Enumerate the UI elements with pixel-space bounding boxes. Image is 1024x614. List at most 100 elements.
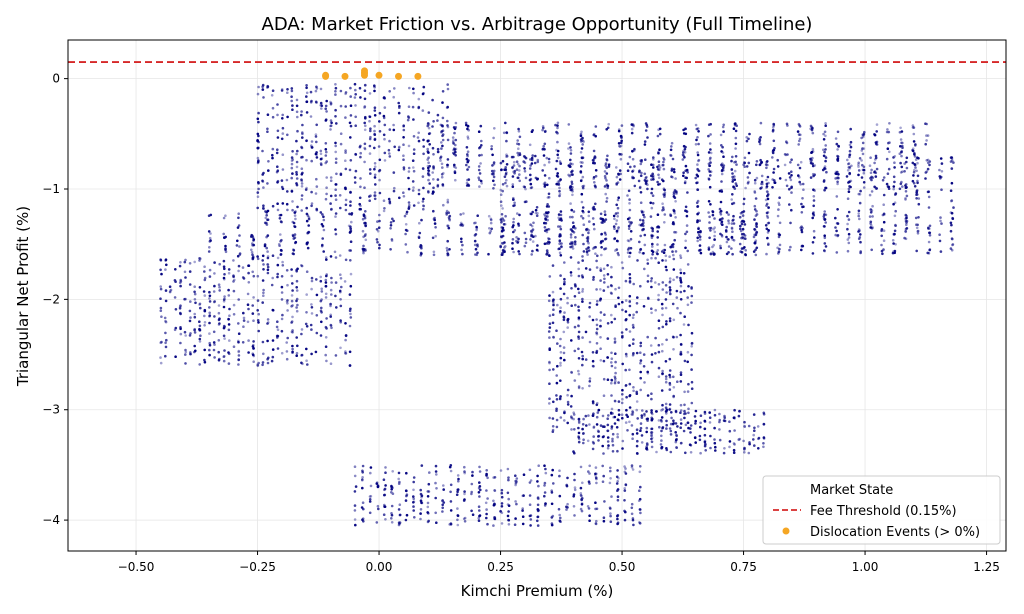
market-state-point: [262, 186, 265, 189]
market-state-point: [398, 145, 401, 149]
market-state-point: [790, 191, 793, 194]
market-state-point: [563, 261, 566, 264]
market-state-point: [223, 273, 226, 276]
market-state-point: [597, 435, 600, 438]
market-state-point: [566, 476, 569, 480]
market-state-point: [801, 182, 805, 186]
market-state-point: [500, 253, 504, 256]
market-state-point: [836, 180, 839, 184]
market-state-point: [250, 248, 253, 252]
market-state-point: [280, 298, 284, 301]
market-state-point: [765, 166, 768, 170]
market-state-point: [577, 417, 581, 421]
market-state-point: [899, 126, 902, 130]
market-state-point: [650, 434, 653, 438]
market-state-point: [610, 425, 614, 428]
market-state-point: [334, 215, 337, 218]
market-state-point: [348, 324, 352, 328]
market-state-point: [228, 314, 231, 318]
market-state-point: [720, 150, 723, 153]
market-state-point: [412, 148, 416, 151]
market-state-point: [665, 291, 668, 294]
market-state-point: [739, 224, 742, 228]
market-state-point: [563, 419, 566, 422]
market-state-point: [684, 451, 687, 455]
market-state-point: [662, 187, 666, 190]
market-state-point: [663, 193, 666, 196]
market-state-point: [354, 93, 358, 96]
market-state-point: [672, 278, 675, 282]
market-state-point: [256, 364, 260, 367]
market-state-point: [293, 236, 297, 239]
market-state-point: [295, 160, 299, 164]
market-state-point: [440, 131, 443, 134]
market-state-point: [512, 198, 515, 201]
market-state-point: [295, 279, 299, 283]
market-state-point: [882, 220, 886, 224]
market-state-point: [669, 422, 673, 426]
market-state-point: [237, 298, 240, 301]
market-state-point: [375, 228, 379, 231]
market-state-point: [179, 332, 183, 336]
market-state-point: [310, 276, 314, 280]
market-state-point: [684, 246, 687, 250]
market-state-point: [638, 508, 642, 511]
market-state-point: [419, 512, 422, 515]
market-state-point: [753, 429, 756, 433]
market-state-point: [412, 152, 416, 155]
market-state-point: [708, 164, 711, 168]
market-state-point: [493, 476, 497, 479]
market-state-point: [610, 313, 613, 317]
market-state-point: [310, 159, 314, 163]
market-state-point: [521, 522, 525, 526]
market-state-point: [279, 253, 283, 256]
market-state-point: [218, 357, 221, 361]
market-state-point: [671, 335, 675, 339]
market-state-point: [757, 437, 760, 441]
market-state-point: [711, 213, 715, 217]
market-state-point: [938, 168, 941, 172]
market-state-point: [339, 273, 342, 277]
market-state-point: [264, 216, 268, 220]
market-state-point: [505, 153, 508, 156]
market-state-point: [573, 379, 577, 382]
market-state-point: [334, 144, 338, 148]
market-state-point: [305, 86, 308, 90]
market-state-point: [436, 150, 440, 154]
market-state-point: [696, 212, 699, 216]
market-state-point: [329, 315, 333, 318]
market-state-point: [514, 517, 517, 520]
market-state-point: [641, 219, 645, 222]
market-state-point: [672, 395, 675, 399]
market-state-point: [183, 330, 187, 334]
market-state-point: [251, 244, 254, 247]
market-state-point: [324, 278, 328, 282]
market-state-point: [755, 246, 759, 250]
market-state-point: [591, 158, 595, 162]
market-state-point: [478, 481, 481, 484]
market-state-point: [914, 144, 917, 147]
market-state-point: [753, 208, 757, 211]
market-state-point: [626, 169, 630, 172]
market-state-point: [563, 311, 566, 314]
market-state-point: [824, 134, 827, 138]
market-state-point: [446, 124, 449, 127]
market-state-point: [353, 181, 357, 184]
market-state-point: [882, 213, 886, 216]
market-state-point: [580, 502, 584, 505]
market-state-point: [344, 149, 347, 152]
market-state-point: [594, 169, 598, 172]
market-state-point: [905, 186, 908, 189]
market-state-point: [463, 490, 466, 493]
market-state-point: [581, 175, 585, 179]
market-state-point: [304, 188, 308, 191]
market-state-point: [823, 218, 827, 221]
market-state-point: [618, 178, 622, 181]
market-state-point: [257, 312, 261, 316]
market-state-point: [300, 113, 303, 117]
market-state-point: [290, 95, 293, 98]
market-state-point: [857, 163, 860, 166]
market-state-point: [719, 200, 723, 204]
market-state-point: [213, 315, 216, 318]
market-state-point: [427, 169, 431, 173]
